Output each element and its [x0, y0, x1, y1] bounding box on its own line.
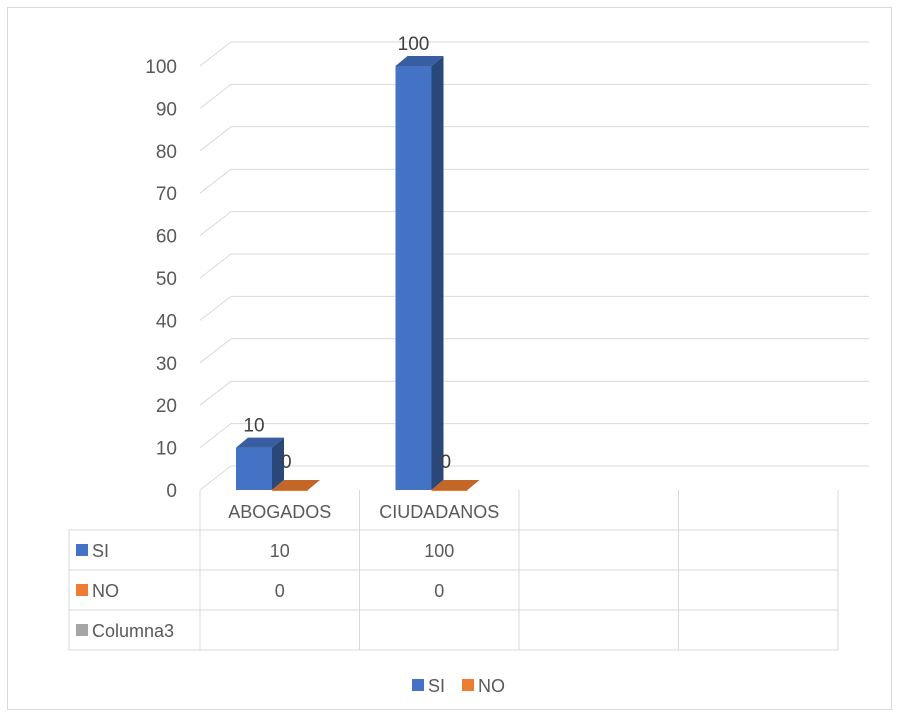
gridline	[199, 253, 869, 279]
table-category-label: ABOGADOS	[228, 502, 331, 522]
table-legend-key	[76, 584, 88, 596]
table-cell-value: 100	[424, 541, 454, 561]
y-tick-label: 100	[145, 57, 177, 78]
legend-label: SI	[428, 676, 445, 696]
data-label: 10	[243, 416, 264, 437]
table-category-label: CIUDADANOS	[379, 502, 499, 522]
bar-top	[395, 56, 444, 66]
y-tick-label: 10	[156, 439, 177, 460]
bar-top	[272, 480, 320, 490]
y-tick-label: 60	[156, 227, 177, 248]
y-tick-label: 70	[156, 184, 177, 205]
y-tick-label: 40	[156, 311, 177, 332]
data-label: 0	[441, 452, 452, 473]
table-legend-key	[76, 544, 88, 556]
gridline	[199, 83, 869, 109]
y-tick-label: 90	[156, 99, 177, 120]
bar-side	[431, 56, 444, 490]
table-cell-value: 10	[270, 541, 290, 561]
y-tick-label: 0	[166, 481, 177, 502]
bar-top	[431, 480, 480, 490]
gridline	[199, 380, 869, 406]
gridline	[199, 211, 869, 236]
gridline	[199, 338, 869, 364]
bar-side	[272, 437, 284, 490]
y-tick-label: 50	[156, 269, 177, 290]
y-tick-label: 80	[156, 142, 177, 163]
legend-label: NO	[478, 676, 505, 696]
table-series-label: NO	[92, 581, 119, 601]
bar-top	[236, 437, 284, 448]
gridline	[199, 168, 869, 194]
table-series-label: Columna3	[92, 621, 174, 641]
y-tick-label: 20	[156, 396, 177, 417]
legend-key	[462, 679, 474, 691]
table-cell-value: 0	[434, 581, 444, 601]
table-series-label: SI	[92, 541, 109, 561]
gridline	[199, 465, 869, 491]
gridline	[199, 41, 869, 67]
data-label: 100	[398, 34, 430, 55]
y-tick-label: 30	[156, 354, 177, 375]
table-cell-value: 0	[275, 581, 285, 601]
bar-front	[395, 66, 432, 490]
legend-key	[412, 679, 424, 691]
gridline	[199, 126, 869, 152]
table-legend-key	[76, 624, 88, 636]
chart-frame	[7, 7, 892, 710]
gridline	[199, 423, 869, 448]
bar-front	[236, 447, 272, 490]
data-label: 0	[281, 452, 292, 473]
gridline	[199, 295, 869, 321]
